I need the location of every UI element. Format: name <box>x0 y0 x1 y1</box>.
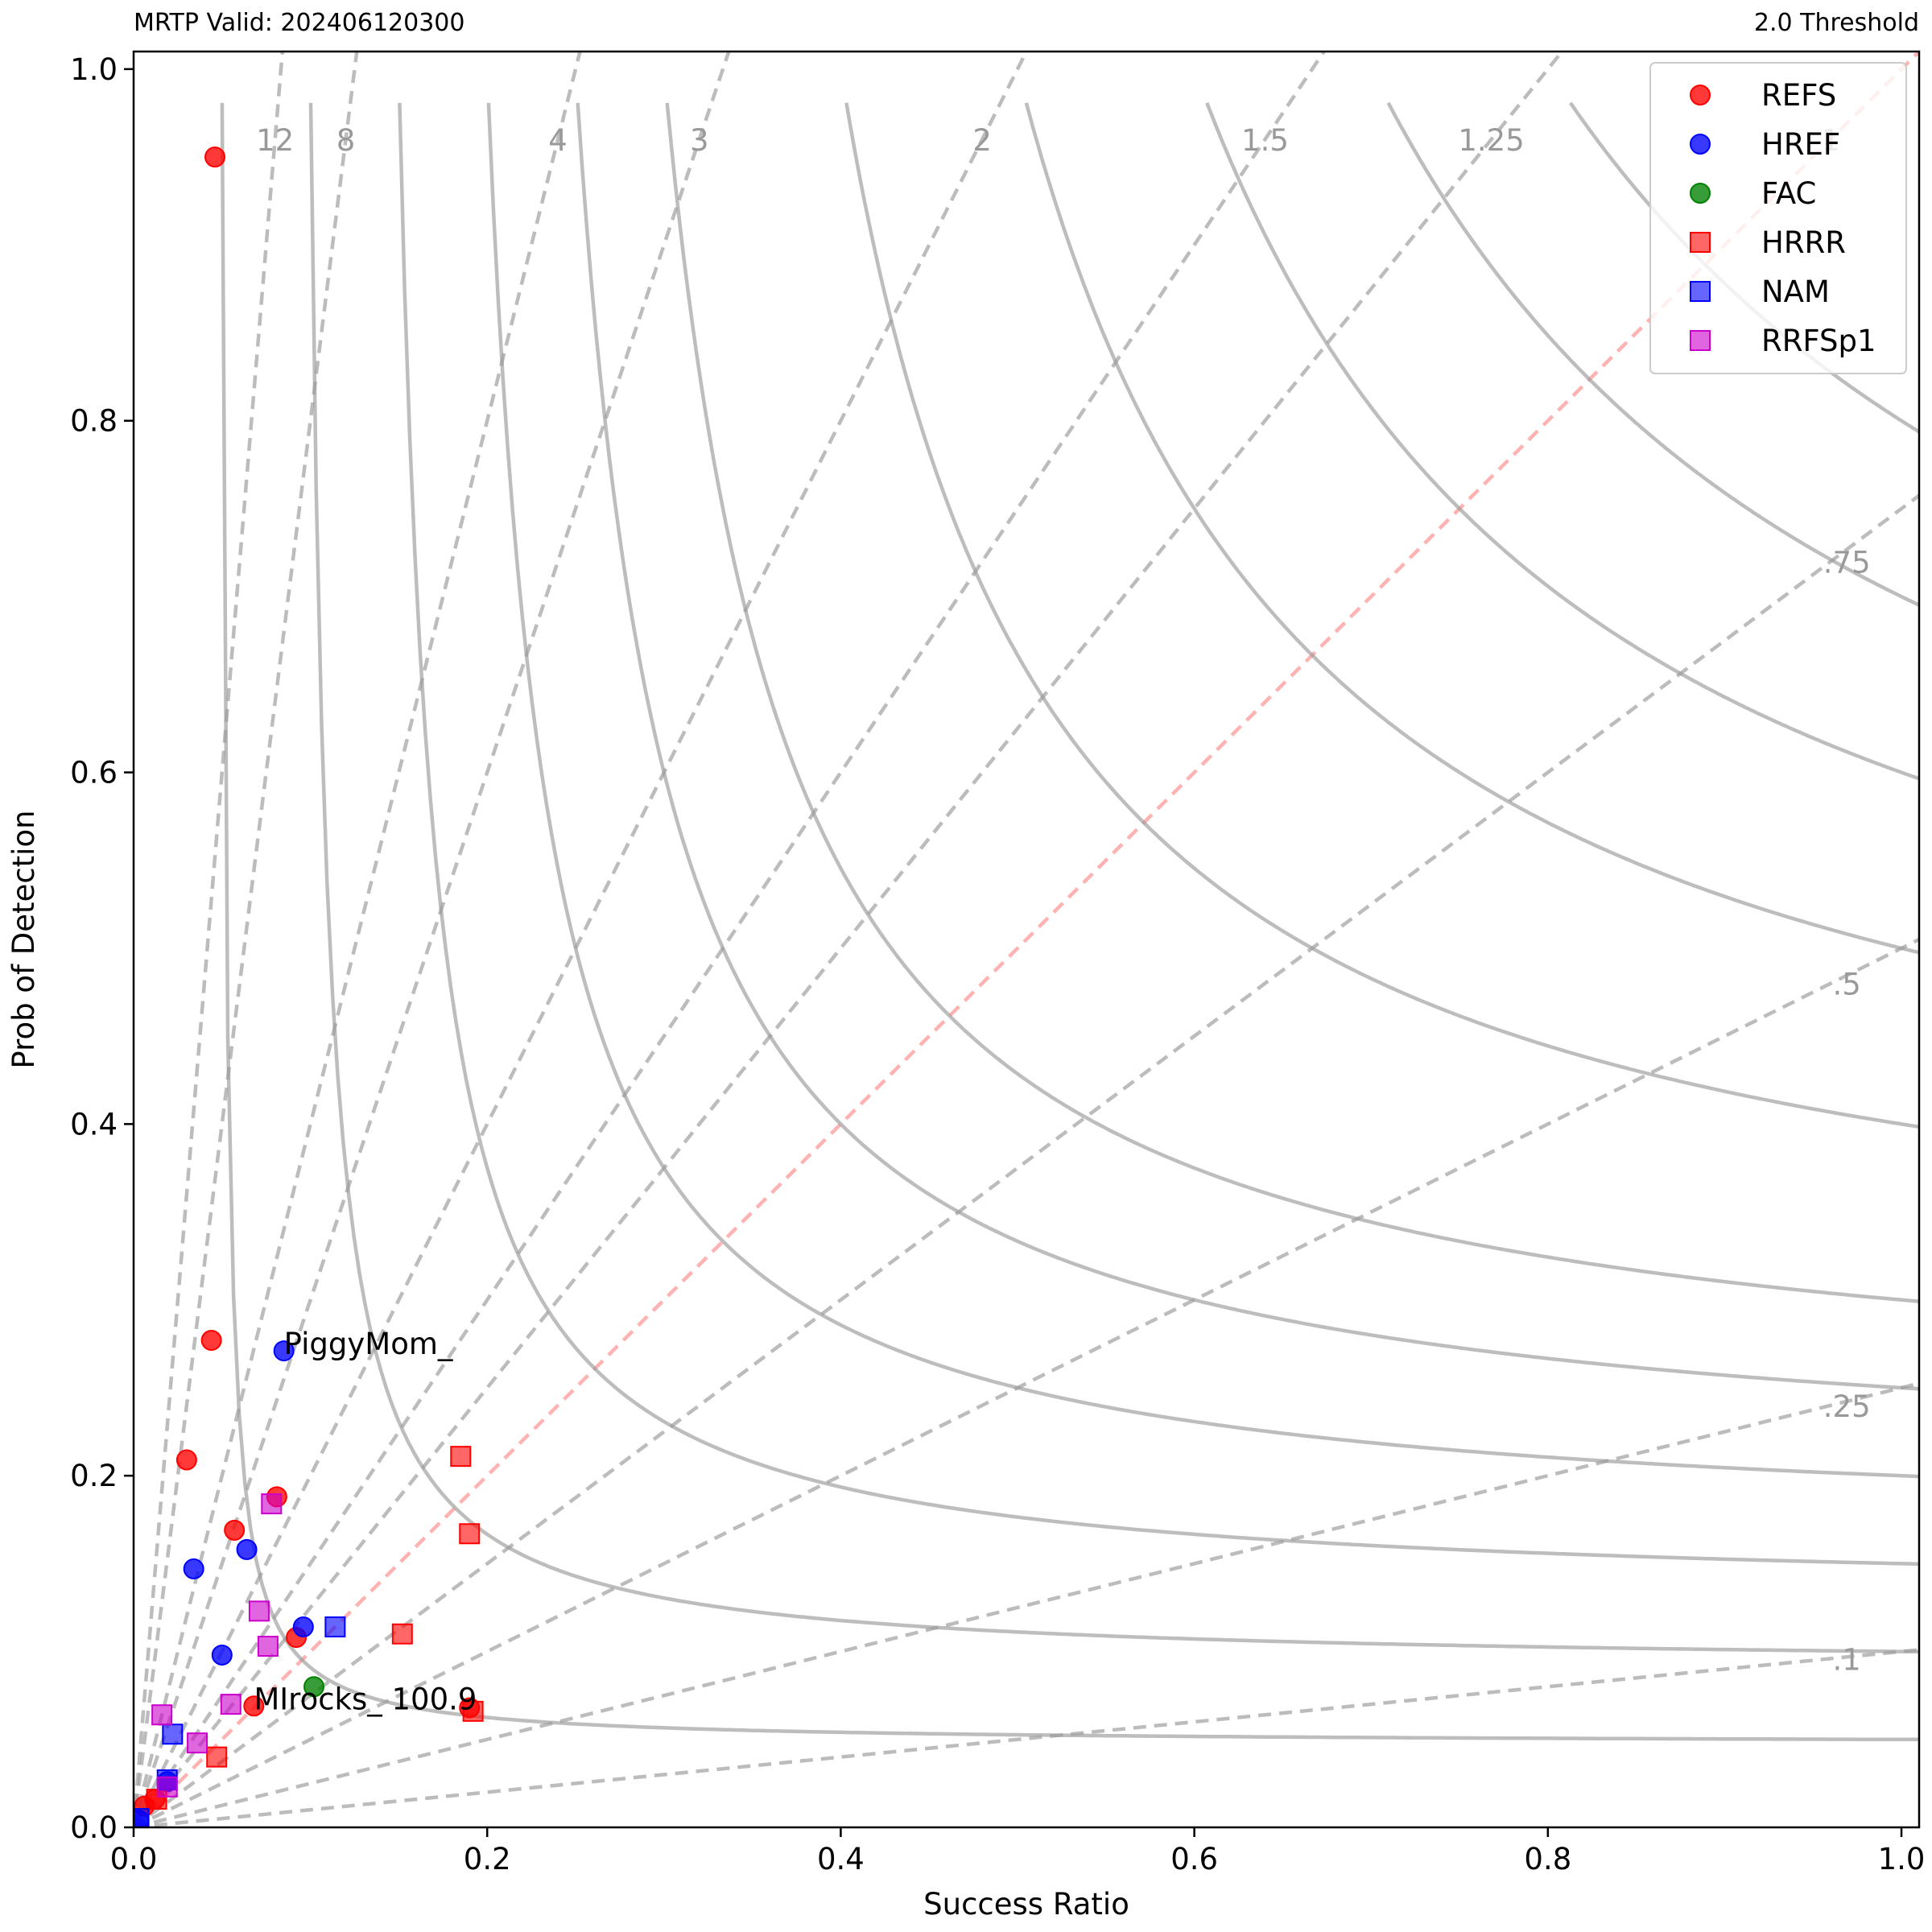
bias-line <box>134 52 731 1827</box>
y-tick-label: 0.6 <box>70 756 118 791</box>
bias-label: 3 <box>690 123 709 158</box>
legend-marker-refs <box>1690 85 1711 105</box>
point-hrrr <box>391 1623 413 1645</box>
bias-label: 1.5 <box>1241 123 1289 158</box>
bias-line <box>134 937 1919 1827</box>
point-rrfsp1 <box>151 1704 173 1726</box>
legend-box <box>1649 62 1907 374</box>
point-rrfsp1 <box>187 1732 208 1754</box>
csi-contour <box>1024 102 1919 955</box>
csi-contour <box>665 102 1919 1303</box>
point-rrfsp1 <box>261 1493 283 1515</box>
legend: REFS HREF FAC HRRR NAM RRFSp1 <box>1649 62 1907 374</box>
y-tick-label: 0.0 <box>70 1810 118 1845</box>
point-href <box>292 1616 314 1638</box>
x-tick-label: 0.0 <box>110 1842 158 1876</box>
point-hrrr <box>459 1523 481 1545</box>
point-rrfsp1 <box>220 1694 242 1715</box>
point-href <box>211 1644 233 1666</box>
y-axis-ticks: 0.0 0.2 0.4 0.6 0.8 1.0 <box>70 52 134 1845</box>
point-href <box>183 1558 204 1579</box>
x-axis-ticks: 0.0 0.2 0.4 0.6 0.8 1.0 <box>110 1827 1926 1876</box>
bias-line <box>134 52 1919 1827</box>
x-axis-label: Success Ratio <box>923 1887 1129 1922</box>
bias-label: 1.25 <box>1458 123 1524 158</box>
csi-contour <box>486 102 1919 1479</box>
csi-contour <box>398 102 1919 1567</box>
csi-contour <box>844 102 1919 1129</box>
point-nam <box>162 1724 184 1745</box>
y-tick-label: 0.8 <box>70 404 118 439</box>
bias-label: .1 <box>1833 1642 1861 1677</box>
point-nam <box>324 1616 346 1638</box>
annotation-label: PiggyMom_ <box>284 1327 453 1361</box>
point-refs <box>224 1519 246 1541</box>
legend-label-hrrr: HRRR <box>1761 225 1846 260</box>
bias-label: .25 <box>1823 1389 1871 1424</box>
plot-frame <box>132 50 1921 1829</box>
point-refs <box>243 1695 265 1717</box>
csi-contour <box>1205 101 1919 781</box>
y-axis-label: Prob of Detection <box>6 810 41 1068</box>
bias-line <box>134 1648 1919 1827</box>
legend-label-rrfsp1: RRFSp1 <box>1761 324 1876 358</box>
x-tick-label: 0.8 <box>1524 1842 1571 1876</box>
point-href <box>236 1538 258 1560</box>
bias-label: 8 <box>336 123 356 158</box>
legend-label-href: HREF <box>1761 127 1840 162</box>
point-nam <box>134 1808 150 1827</box>
x-tick-label: 0.6 <box>1170 1842 1218 1876</box>
annotations: PiggyMom_ MIrocks_ 100.9 <box>254 1327 477 1716</box>
bias-label: .75 <box>1823 545 1871 580</box>
legend-marker-nam <box>1690 281 1711 302</box>
annotation-label: MIrocks_ 100.9 <box>254 1682 477 1716</box>
bias-line <box>134 493 1919 1827</box>
point-hrrr <box>450 1446 472 1468</box>
legend-label-nam: NAM <box>1761 275 1830 309</box>
data-points <box>134 147 484 1827</box>
bias-line <box>134 52 1327 1827</box>
bias-label: 12 <box>256 123 294 158</box>
csi-contour <box>1386 101 1919 608</box>
point-refs <box>200 1329 222 1351</box>
legend-marker-hrrr <box>1690 232 1711 253</box>
legend-label-fac: FAC <box>1761 176 1816 211</box>
point-refs <box>175 1449 197 1471</box>
point-fac <box>303 1676 324 1698</box>
legend-marker-href <box>1690 134 1711 155</box>
legend-label-refs: REFS <box>1761 78 1836 113</box>
bias-lines <box>134 52 1919 1827</box>
y-tick-label: 0.2 <box>70 1459 118 1493</box>
legend-marker-fac <box>1690 183 1711 204</box>
csi-contour <box>308 102 1919 1654</box>
bias-label: 4 <box>548 123 568 158</box>
bias-label: .5 <box>1833 968 1861 1002</box>
y-tick-label: 1.0 <box>70 52 118 87</box>
bias-line <box>134 1381 1919 1827</box>
x-tick-label: 1.0 <box>1878 1842 1926 1876</box>
csi-contour <box>576 102 1919 1391</box>
point-rrfsp1 <box>156 1776 178 1798</box>
header-threshold: 2.0 Threshold <box>1754 9 1919 37</box>
x-tick-label: 0.4 <box>817 1842 865 1876</box>
point-refs <box>204 147 226 168</box>
y-tick-label: 0.4 <box>70 1107 118 1141</box>
csi-contour <box>220 102 1919 1742</box>
x-tick-label: 0.2 <box>464 1842 511 1876</box>
bias-label: 2 <box>972 123 992 158</box>
point-hrrr <box>462 1700 484 1722</box>
point-href <box>273 1340 295 1362</box>
point-hrrr <box>206 1746 228 1768</box>
header-valid-time: MRTP Valid: 202406120300 <box>134 9 464 37</box>
legend-marker-rrfsp1 <box>1690 330 1711 351</box>
point-rrfsp1 <box>248 1600 270 1622</box>
point-rrfsp1 <box>257 1636 279 1657</box>
